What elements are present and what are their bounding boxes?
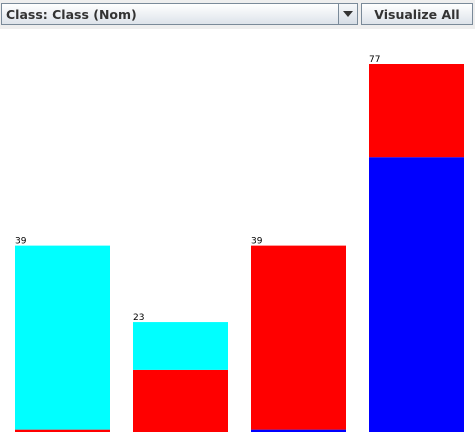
toolbar: Class: Class (Nom) Visualize All [0, 0, 475, 29]
bar-4-segment-2 [369, 64, 464, 158]
histogram-chart: 39 23 39 77 [15, 55, 464, 432]
bar-2-count-label: 23 [133, 313, 144, 323]
triangle-down-icon [343, 11, 353, 17]
bar-2-segment-3 [133, 322, 228, 370]
bar-1-segment-2 [15, 429, 110, 432]
bar-2-segment-2 [133, 369, 228, 432]
dropdown-arrow-button[interactable] [338, 4, 357, 24]
bar-1-count-label: 39 [15, 237, 27, 247]
class-attribute-select[interactable]: Class: Class (Nom) [1, 3, 358, 25]
bar-3-segment-2 [251, 245, 346, 430]
bar-4-segment-1 [369, 157, 464, 432]
bar-1-segment-3 [15, 245, 110, 430]
visualize-all-button[interactable]: Visualize All [361, 3, 473, 25]
bar-3-count-label: 39 [251, 237, 263, 247]
bar-3-segment-1 [251, 429, 346, 432]
attribute-histogram: 39 23 39 77 [0, 30, 475, 432]
class-select-value: Class: Class (Nom) [6, 6, 137, 22]
bar-4-count-label: 77 [369, 55, 380, 65]
